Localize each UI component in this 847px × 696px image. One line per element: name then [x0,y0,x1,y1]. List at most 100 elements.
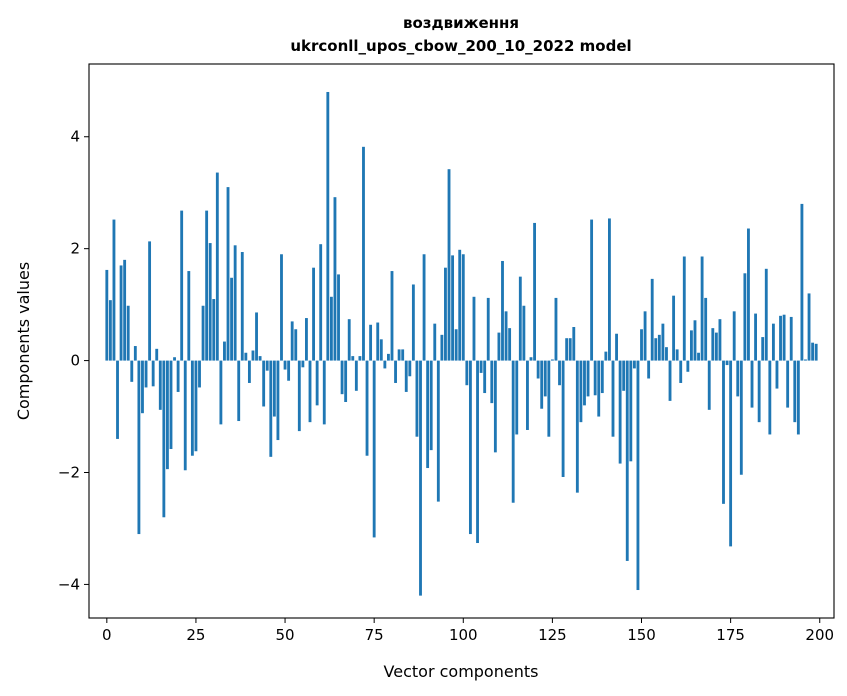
bar-107 [486,297,490,361]
bar-149 [636,360,640,591]
bar-57 [308,360,312,423]
bar-119 [529,357,533,361]
bar-154 [654,338,658,361]
y-axis-label: Components values [14,262,33,420]
bar-51 [287,360,291,381]
bar-199 [814,343,818,361]
bar-75 [372,360,376,538]
bar-187 [771,323,775,361]
bar-50 [283,360,287,370]
bar-196 [804,359,807,361]
bar-114 [511,360,515,503]
bar-151 [643,311,647,361]
bar-162 [682,256,686,361]
bar-92 [433,323,437,361]
y-tick-label: −4 [58,575,80,593]
bar-73 [365,360,369,456]
bar-145 [622,360,626,391]
bar-148 [632,360,636,369]
bar-141 [608,218,611,361]
bar-17 [166,360,169,470]
x-tick-label: 175 [716,626,745,644]
bar-105 [479,360,483,373]
bar-31 [215,172,219,361]
bar-96 [447,169,451,361]
bar-44 [262,360,266,407]
bar-66 [340,360,344,395]
plot-frame [88,63,835,619]
bars-group [105,91,818,596]
bar-193 [793,360,797,423]
bar-120 [533,222,536,361]
bar-70 [354,360,358,391]
bar-88 [419,360,422,596]
bar-3 [116,360,119,439]
bar-157 [665,347,668,361]
x-tick-label: 25 [186,626,205,644]
bar-32 [219,360,223,425]
bar-165 [693,320,697,361]
bar-176 [732,311,736,361]
bar-109 [493,360,497,453]
bar-97 [451,255,455,361]
bar-23 [187,271,191,361]
bar-168 [704,297,708,361]
bar-37 [237,360,241,422]
bar-195 [800,203,804,361]
bar-40 [247,360,251,383]
bar-156 [661,323,665,361]
bar-189 [779,315,782,361]
bar-102 [468,360,472,535]
bar-152 [647,360,651,379]
bar-183 [757,360,761,423]
x-tick-label: 200 [805,626,834,644]
bar-72 [362,146,365,361]
bar-65 [337,274,340,361]
bar-76 [376,322,380,361]
bar-78 [383,360,387,369]
bar-163 [686,360,690,372]
bar-71 [358,356,362,361]
bar-100 [461,254,465,361]
bar-101 [465,360,469,386]
bar-129 [565,338,569,361]
bar-192 [789,316,793,361]
bar-150 [640,329,643,361]
bar-106 [483,360,487,394]
bar-53 [294,329,298,361]
bar-95 [444,267,447,361]
bar-43 [258,356,262,361]
bar-4 [119,265,123,361]
bar-182 [754,313,757,361]
bar-46 [269,360,273,457]
bar-174 [725,360,729,366]
bar-47 [272,360,276,417]
bar-85 [408,360,412,377]
bar-186 [768,360,772,435]
bar-67 [344,360,348,402]
y-tick-label: 4 [70,128,80,146]
y-tick-label: 0 [70,352,80,370]
bar-169 [707,360,711,410]
bar-111 [501,260,504,361]
bar-181 [750,360,754,408]
bar-89 [422,254,426,361]
x-tick-label: 75 [365,626,384,644]
bar-147 [629,360,633,462]
bar-197 [807,293,811,361]
bar-164 [689,330,693,361]
chart-subtitle: ukrconll_upos_cbow_200_10_2022 model [290,37,631,55]
bar-153 [650,278,654,361]
bar-117 [522,305,526,361]
bar-36 [233,245,237,361]
bar-13 [151,360,155,387]
bar-134 [583,360,586,406]
bar-110 [497,332,501,361]
bar-108 [490,360,494,404]
bar-161 [679,360,683,383]
bar-180 [747,228,750,361]
bar-99 [458,249,462,361]
bar-178 [739,360,743,475]
bar-115 [515,360,519,435]
bar-177 [736,360,740,397]
